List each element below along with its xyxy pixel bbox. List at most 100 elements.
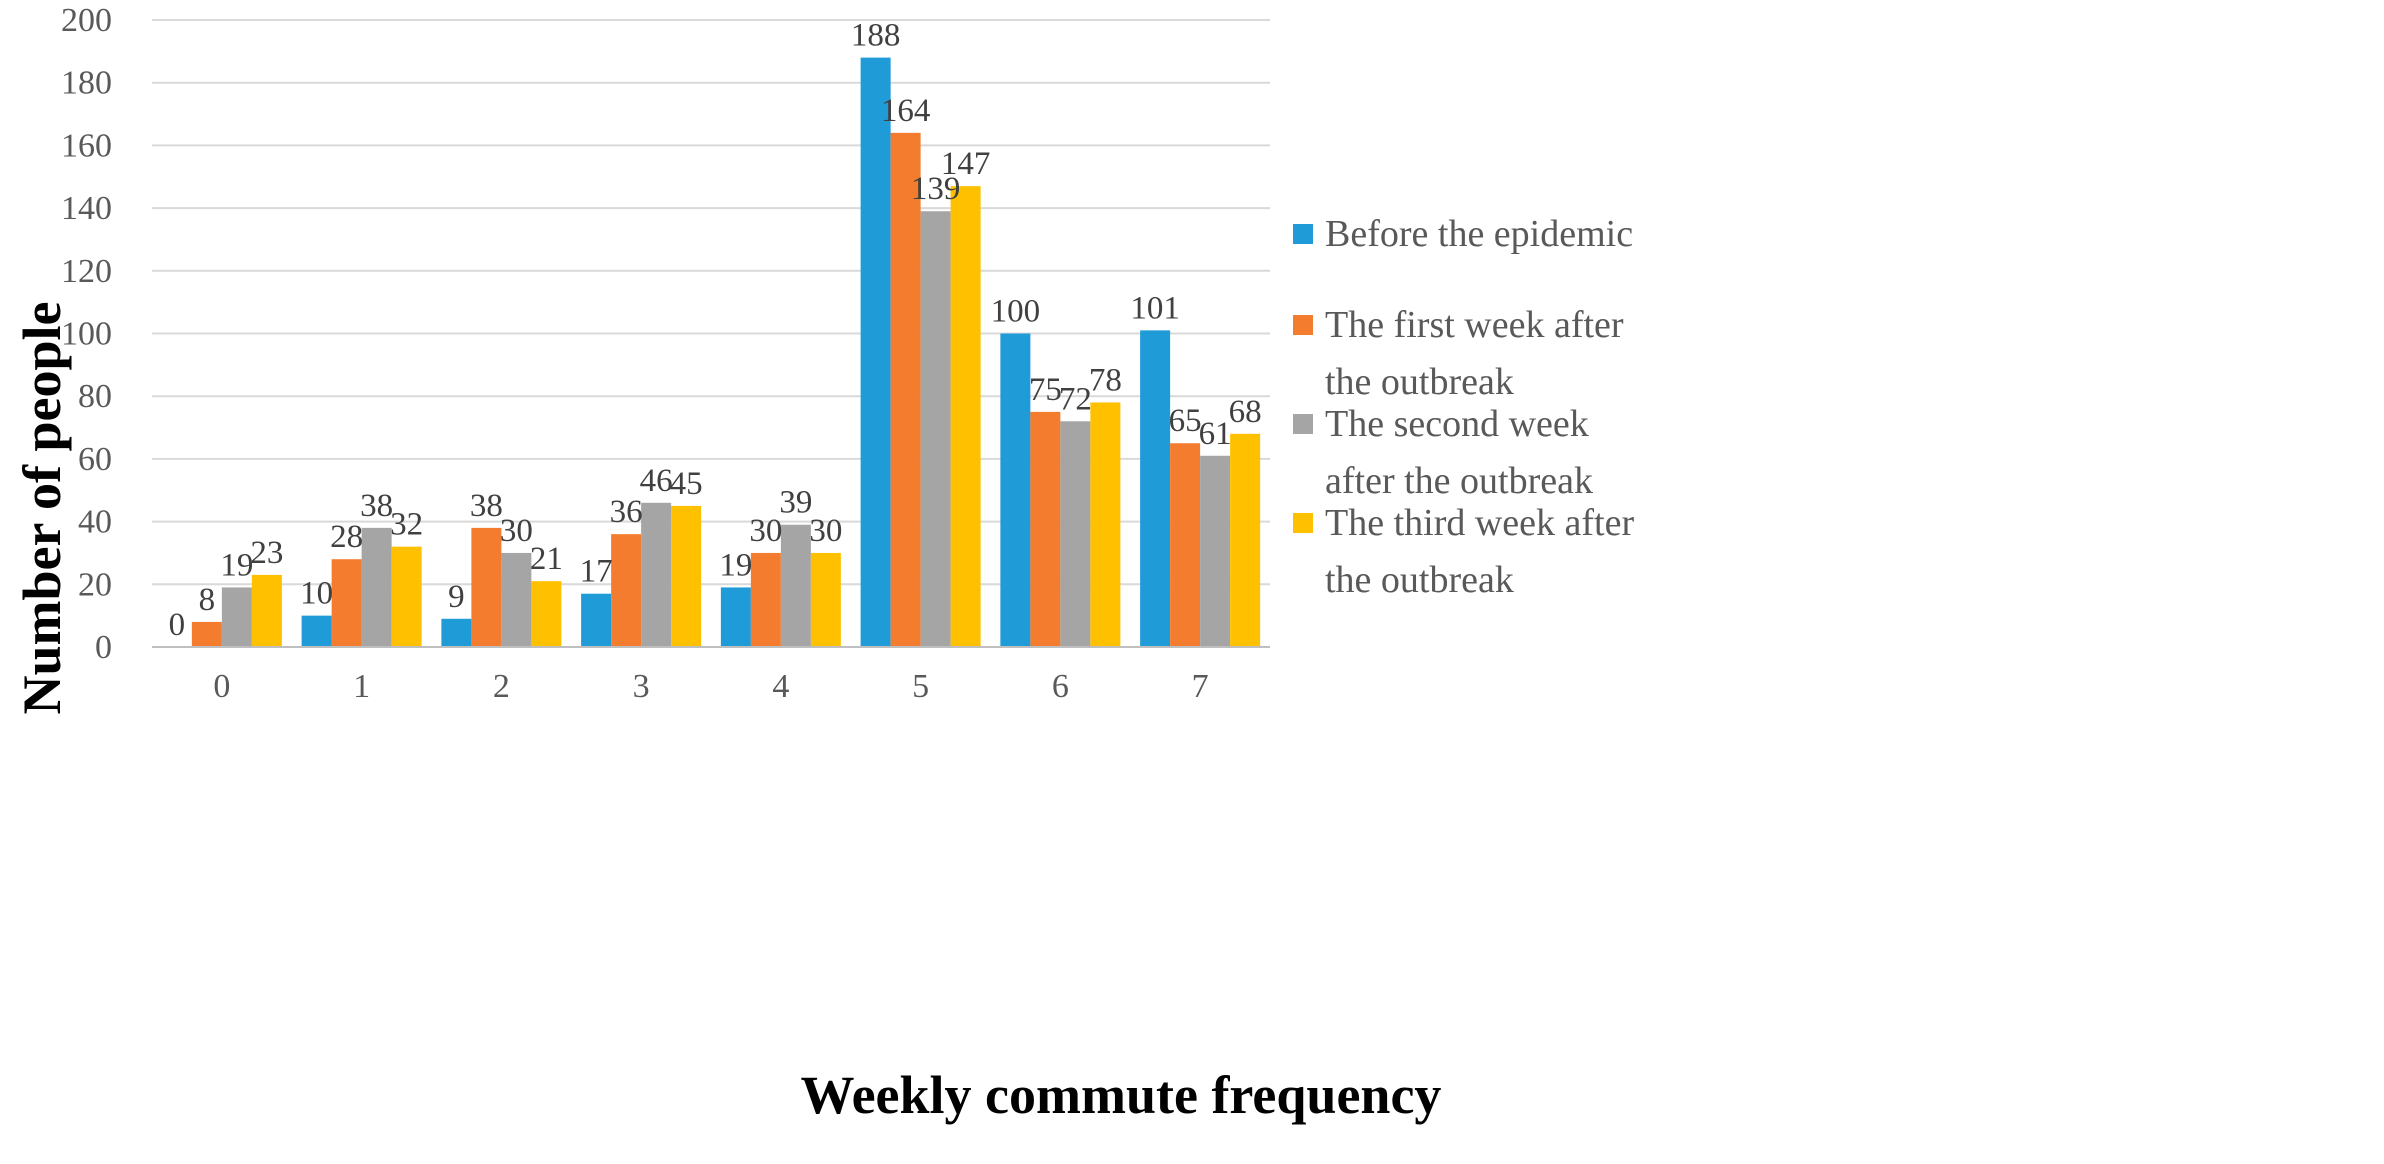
legend-label: the outbreak [1325, 361, 1514, 403]
y-tick-label: 160 [61, 127, 112, 164]
data-label: 147 [941, 146, 991, 182]
legend-swatch [1293, 414, 1313, 434]
data-label: 38 [470, 488, 503, 524]
bar [501, 552, 532, 647]
legend-label: The first week after [1325, 304, 1624, 346]
bar [641, 502, 672, 647]
y-tick-label: 200 [61, 2, 112, 39]
data-label: 28 [330, 519, 363, 555]
data-label: 38 [360, 488, 393, 524]
legend-label: The third week after [1325, 502, 1634, 544]
data-label: 65 [1169, 403, 1202, 439]
x-tick-label: 1 [353, 668, 370, 705]
bar [221, 587, 252, 647]
bar [531, 581, 562, 647]
legend-item: The second week after the outbreak [1293, 403, 1593, 502]
bar [1170, 443, 1201, 647]
data-label: 45 [670, 466, 703, 502]
bars [191, 57, 1261, 648]
y-tick-label: 80 [78, 378, 112, 415]
bar [1000, 333, 1031, 647]
bar [1030, 411, 1061, 647]
data-label: 21 [530, 541, 563, 577]
data-label: 46 [640, 463, 673, 499]
y-axis-title: Number of people [12, 302, 72, 715]
y-tick-label: 40 [78, 504, 112, 541]
bar [810, 552, 841, 647]
bar [581, 593, 612, 647]
legend-item: Before the epidemic [1293, 213, 1633, 255]
data-label: 9 [448, 579, 465, 615]
bar [950, 186, 981, 647]
bar [750, 552, 781, 647]
legend-swatch [1293, 513, 1313, 533]
x-tick-label: 2 [493, 668, 510, 705]
data-label: 36 [610, 494, 643, 530]
legend-item: The first week after the outbreak [1293, 304, 1624, 403]
data-label: 61 [1199, 416, 1232, 452]
data-label: 30 [749, 513, 782, 549]
bar [301, 615, 332, 647]
y-tick-label: 100 [61, 316, 112, 353]
bar [720, 587, 751, 647]
legend-item: The third week after the outbreak [1293, 502, 1634, 601]
data-label: 23 [250, 535, 283, 571]
data-label: 78 [1089, 362, 1122, 398]
bar [1230, 433, 1261, 647]
data-label: 8 [199, 582, 216, 618]
y-tick-label: 60 [78, 441, 112, 478]
bar [671, 505, 702, 647]
bar [471, 527, 502, 647]
data-label: 30 [500, 513, 533, 549]
bar [191, 621, 222, 647]
data-label: 75 [1029, 372, 1062, 408]
y-tick-label: 140 [61, 190, 112, 227]
bar [860, 57, 891, 648]
bar [1060, 421, 1091, 647]
bar [890, 132, 921, 648]
bar [611, 534, 642, 647]
x-axis-ticks: 0 1 2 3 4 5 6 7 [213, 668, 1208, 705]
y-tick-label: 20 [78, 566, 112, 603]
gridlines [152, 19, 1270, 586]
bar [331, 559, 362, 647]
y-tick-label: 120 [61, 253, 112, 290]
x-tick-label: 0 [213, 668, 230, 705]
legend-label: Before the epidemic [1325, 213, 1633, 255]
data-label: 164 [881, 93, 931, 129]
data-label: 10 [300, 576, 333, 612]
legend-label: The second week [1325, 403, 1589, 445]
data-label: 0 [169, 607, 186, 643]
data-label: 32 [390, 507, 423, 543]
y-tick-label: 180 [61, 65, 112, 102]
y-axis-ticks: 0 20 40 60 80 100 120 140 160 180 200 [61, 2, 112, 666]
data-label: 101 [1130, 290, 1180, 326]
x-tick-label: 6 [1052, 668, 1069, 705]
x-tick-label: 5 [912, 668, 929, 705]
bar [441, 618, 472, 647]
bar [1090, 402, 1121, 647]
data-label: 100 [991, 294, 1041, 330]
legend: Before the epidemic The first week after t… [1293, 213, 1634, 601]
x-axis-title: Weekly commute frequency [801, 1065, 1442, 1125]
bar [1200, 455, 1231, 647]
data-label: 188 [851, 18, 901, 54]
x-tick-label: 7 [1192, 668, 1209, 705]
bar [780, 524, 811, 647]
legend-swatch [1293, 224, 1313, 244]
data-label: 19 [220, 547, 253, 583]
data-label: 72 [1059, 381, 1092, 417]
data-label: 39 [779, 485, 812, 521]
legend-swatch [1293, 315, 1313, 335]
bar [920, 211, 951, 648]
bar [1140, 330, 1171, 647]
y-tick-label: 0 [95, 629, 112, 666]
data-label: 30 [809, 513, 842, 549]
bar [251, 574, 282, 647]
data-label: 17 [580, 554, 613, 590]
legend-label: the outbreak [1325, 559, 1514, 601]
data-label: 19 [719, 547, 752, 583]
bar [391, 546, 422, 647]
